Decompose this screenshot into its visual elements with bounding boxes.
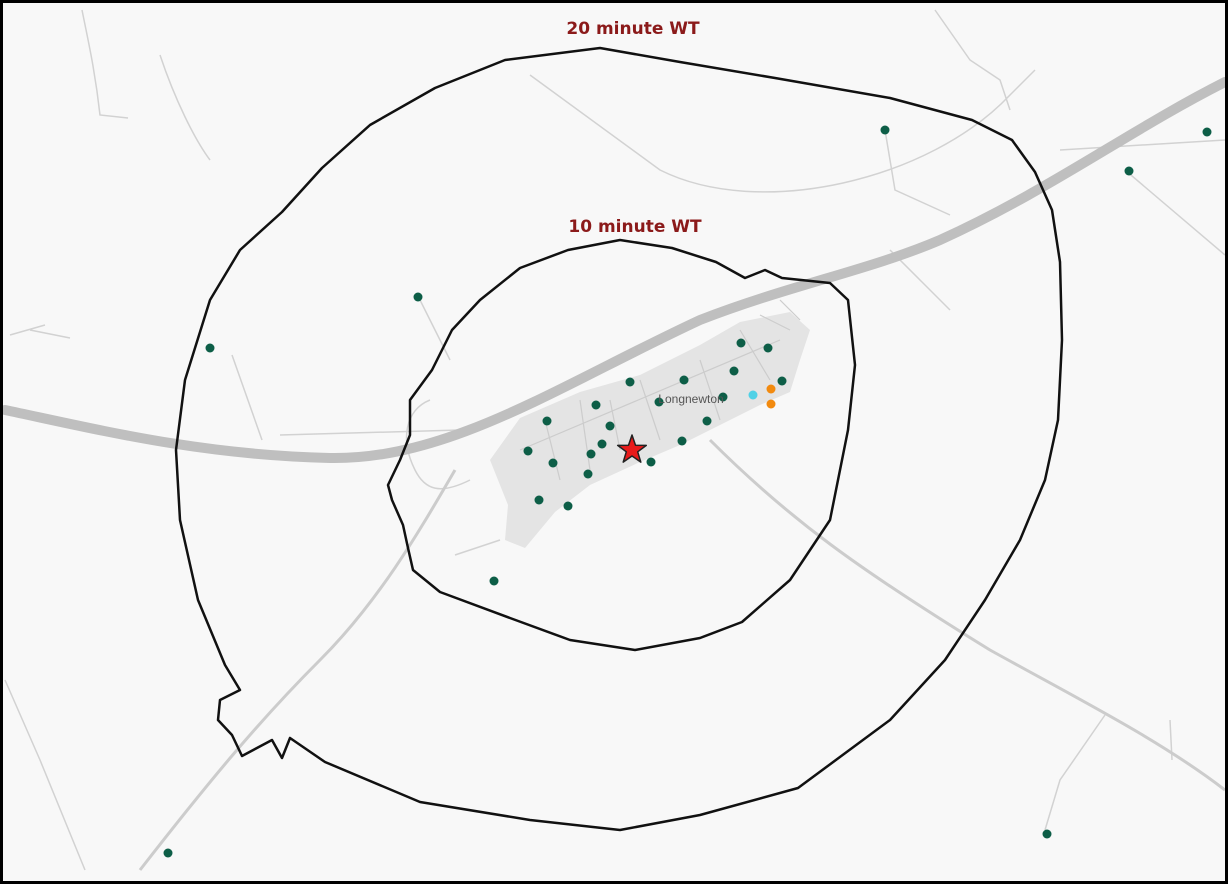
poi-point[interactable]: [205, 343, 215, 353]
poi-point-orange[interactable]: [766, 384, 776, 394]
poi-point-cyan[interactable]: [748, 390, 758, 400]
poi-point[interactable]: [880, 125, 890, 135]
map-canvas[interactable]: [3, 3, 1225, 881]
isochrone-label-10-minute: 10 minute WT: [568, 217, 702, 237]
place-label-longnewton: Longnewton: [658, 392, 724, 406]
poi-point[interactable]: [763, 343, 773, 353]
poi-point[interactable]: [586, 449, 596, 459]
poi-point[interactable]: [646, 457, 656, 467]
poi-point[interactable]: [1202, 127, 1212, 137]
settlement-streets: [519, 299, 801, 481]
poi-point[interactable]: [542, 416, 552, 426]
poi-point[interactable]: [534, 495, 544, 505]
poi-point[interactable]: [1042, 829, 1052, 839]
origin-star-marker[interactable]: [616, 434, 648, 463]
poi-point[interactable]: [413, 292, 423, 302]
isochrone-10-minute: [386, 238, 857, 652]
poi-point[interactable]: [489, 576, 499, 586]
poi-point[interactable]: [591, 400, 601, 410]
poi-point-orange[interactable]: [766, 399, 776, 409]
secondary-roads: [138, 438, 1225, 871]
poi-point[interactable]: [548, 458, 558, 468]
poi-point[interactable]: [679, 375, 689, 385]
poi-point[interactable]: [1124, 166, 1134, 176]
poi-point[interactable]: [654, 397, 664, 407]
poi-point[interactable]: [605, 421, 615, 431]
poi-point[interactable]: [163, 848, 173, 858]
poi-point[interactable]: [677, 436, 687, 446]
poi-point[interactable]: [777, 376, 787, 386]
poi-point[interactable]: [702, 416, 712, 426]
poi-point[interactable]: [583, 469, 593, 479]
poi-point[interactable]: [736, 338, 746, 348]
poi-point[interactable]: [625, 377, 635, 387]
poi-point[interactable]: [718, 392, 728, 402]
poi-point[interactable]: [523, 446, 533, 456]
main-road: [3, 77, 1225, 464]
poi-point[interactable]: [597, 439, 607, 449]
poi-point[interactable]: [729, 366, 739, 376]
poi-points: [163, 125, 1212, 858]
isochrone-label-20-minute: 20 minute WT: [566, 19, 700, 39]
isochrone-20-minute: [174, 46, 1064, 832]
poi-point[interactable]: [563, 501, 573, 511]
